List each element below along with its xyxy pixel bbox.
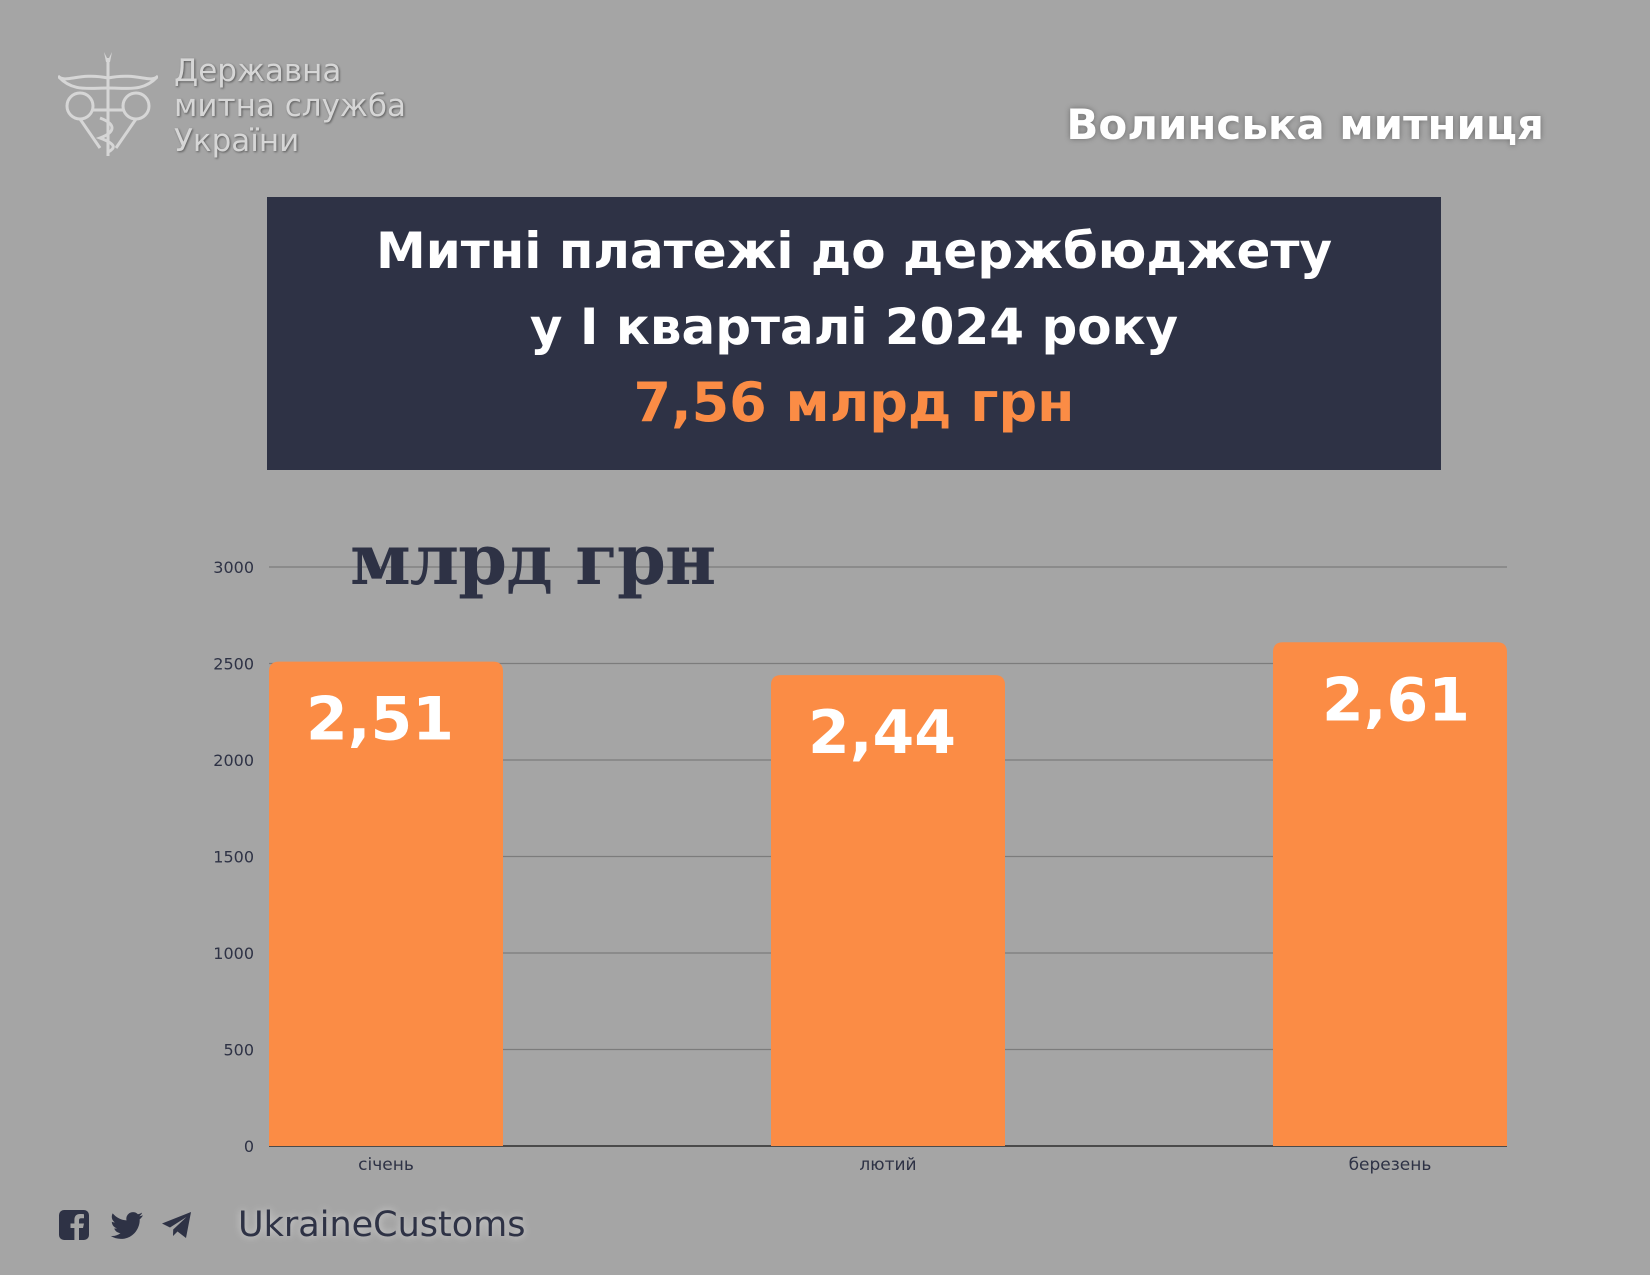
y-tick-label: 500 bbox=[223, 1041, 254, 1060]
logo-line-3: України bbox=[174, 123, 300, 159]
y-tick-label: 3000 bbox=[213, 558, 254, 577]
twitter-icon[interactable] bbox=[110, 1209, 144, 1241]
bar-value-label: 2,44 bbox=[808, 698, 956, 768]
facebook-icon[interactable] bbox=[58, 1209, 90, 1241]
x-tick-label: лютий bbox=[859, 1155, 916, 1175]
y-tick-label: 2000 bbox=[213, 751, 254, 770]
y-tick-label: 0 bbox=[244, 1137, 254, 1156]
bar-3 bbox=[1273, 642, 1507, 1146]
y-axis-label: млрд грн bbox=[350, 518, 716, 601]
region-title: Волинська митниця bbox=[1066, 100, 1544, 149]
bar-2 bbox=[771, 675, 1005, 1146]
social-handle[interactable]: UkraineCustoms bbox=[238, 1205, 526, 1245]
logo-line-1: Державна bbox=[174, 53, 342, 89]
banner-title-line-2: у І кварталі 2024 року bbox=[529, 298, 1179, 356]
bar-value-label: 2,51 bbox=[306, 685, 454, 755]
x-tick-label: березень bbox=[1349, 1155, 1432, 1175]
bar-value-label: 2,61 bbox=[1322, 665, 1470, 735]
telegram-icon[interactable] bbox=[160, 1209, 194, 1241]
title-banner: Митні платежі до держбюджету у І квартал… bbox=[267, 197, 1441, 470]
x-tick-label: січень bbox=[358, 1155, 414, 1175]
y-tick-label: 2500 bbox=[213, 655, 254, 674]
customs-emblem-icon bbox=[58, 52, 158, 156]
bar-1 bbox=[269, 661, 503, 1146]
y-tick-label: 1500 bbox=[213, 848, 254, 867]
banner-title-line-1: Митні платежі до держбюджету bbox=[375, 222, 1333, 280]
logo-line-2: митна служба bbox=[174, 88, 406, 124]
y-tick-label: 1000 bbox=[213, 944, 254, 963]
banner-total: 7,56 млрд грн bbox=[633, 371, 1075, 434]
logo: Державна митна служба України bbox=[58, 48, 418, 168]
